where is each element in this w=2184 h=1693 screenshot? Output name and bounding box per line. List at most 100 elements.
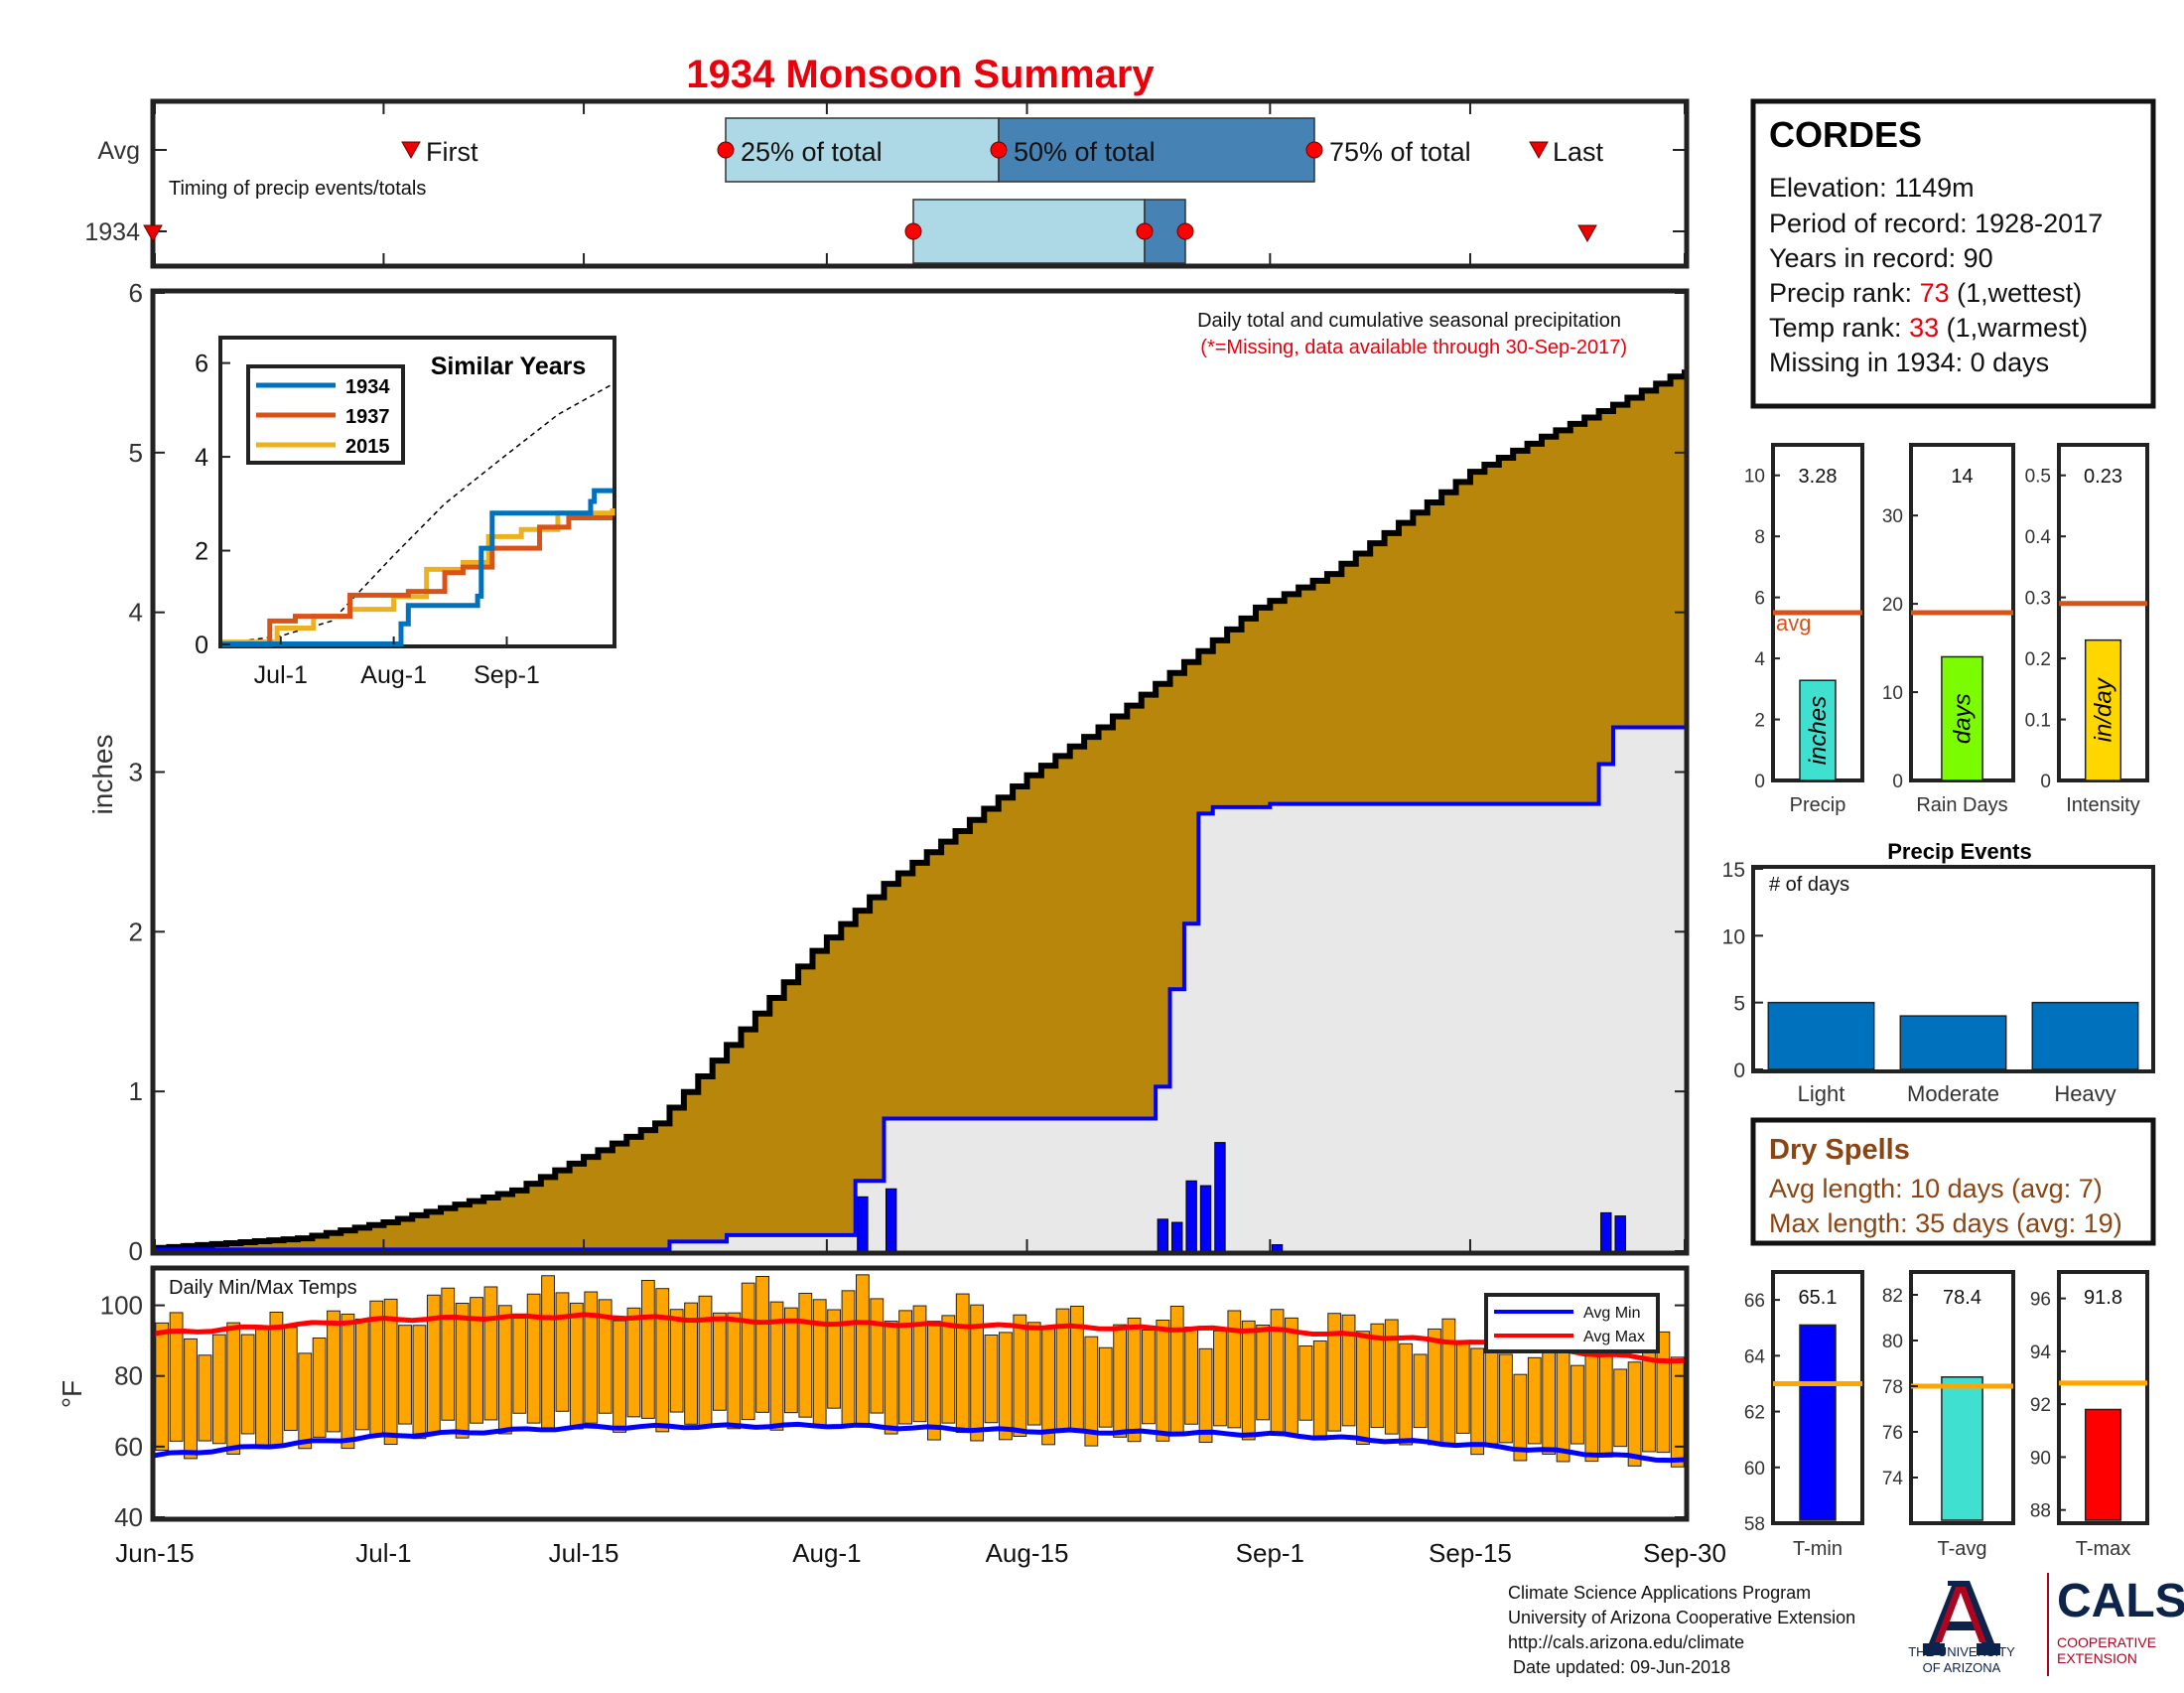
- daily-temp-bar: [755, 1275, 769, 1413]
- daily-precip-bar: [885, 1188, 897, 1252]
- station-precip-rank: Precip rank: 73 (1,wettest): [1769, 278, 2082, 308]
- daily-temp-bar: [483, 1286, 498, 1421]
- avg-75-marker: [1305, 141, 1323, 159]
- summary-value-bar: [2084, 638, 2122, 781]
- footer-line-3: http://cals.arizona.edu/climate: [1508, 1632, 1744, 1652]
- cals-sub-2: EXTENSION: [2057, 1650, 2137, 1666]
- daily-temp-bar: [812, 1299, 827, 1429]
- summary-ytick-label: 0: [2040, 772, 2051, 792]
- precip-events-title: Precip Events: [1887, 839, 2032, 864]
- daily-temp-bar: [1527, 1356, 1542, 1445]
- summary-ytick-label: 0: [1754, 772, 1765, 792]
- date-xtick-label: Jun-15: [115, 1538, 195, 1568]
- summary-ytick-label: 10: [1882, 683, 1903, 704]
- temp-summary-ytick-label: 94: [2030, 1342, 2052, 1363]
- precip-events-frame: [1751, 865, 2155, 1073]
- main-ylabel: inches: [87, 735, 118, 815]
- avg-last-label: Last: [1553, 137, 1604, 167]
- block-a-icon: [1923, 1581, 2000, 1655]
- summary-ytick-label: 0: [1892, 772, 1903, 792]
- avg-min-line: [154, 1421, 1686, 1464]
- daily-precip-bar: [1185, 1180, 1197, 1252]
- main-ytick-label: 6: [129, 278, 143, 308]
- daily-temp-bar: [169, 1312, 184, 1442]
- daily-temp-bar: [827, 1309, 841, 1409]
- legend-label-2015: 2015: [345, 436, 390, 458]
- summary-ytick-label: 0.4: [2025, 527, 2052, 548]
- daily-temp-bar: [1542, 1335, 1557, 1455]
- summary-ytick-label: 2: [1754, 711, 1765, 732]
- daily-temp-bar: [783, 1307, 798, 1414]
- daily-temp-bar: [1298, 1345, 1313, 1421]
- daily-temp-bar: [898, 1310, 912, 1425]
- summary-xlabel: Precip: [1790, 794, 1846, 816]
- temp-summary-ytick-label: 80: [1882, 1332, 1903, 1352]
- temp-summary-ytick-label: 90: [2030, 1448, 2051, 1469]
- temp-summary-t-avg: 78.4 T-avg 74 76 78 80 82: [1882, 1270, 2015, 1560]
- summary-ytick-label: 0.3: [2025, 589, 2051, 610]
- daily-temp-bar: [1399, 1342, 1414, 1446]
- daily-temp-bar: [613, 1320, 626, 1433]
- precip-events-ytick-label: 15: [1722, 859, 1745, 882]
- daily-temp-bar: [1484, 1339, 1499, 1445]
- daily-temp-bar: [497, 1305, 512, 1435]
- summary-ytick-label: 4: [1754, 649, 1765, 670]
- footer: Climate Science Applications Program Uni…: [1508, 1583, 1855, 1677]
- daily-temp-bar: [298, 1352, 313, 1450]
- daily-temp-bar: [1455, 1340, 1470, 1434]
- temp-summary-xlabel: T-max: [2076, 1538, 2131, 1560]
- daily-temp-bar: [1184, 1327, 1199, 1425]
- year-cumulative-fill: [155, 727, 1685, 1251]
- ua-line-1: THE UNIVERSITY: [1908, 1644, 2015, 1659]
- daily-temp-bar: [1513, 1373, 1528, 1462]
- summary-unit-label: in/day: [2091, 676, 2117, 742]
- daily-temp-bar: [1584, 1354, 1599, 1463]
- daily-precip-bar: [1600, 1211, 1612, 1252]
- temp-summary-ytick-label: 88: [2030, 1501, 2051, 1522]
- daily-temp-bar: [1670, 1356, 1685, 1468]
- main-ytick-label: 5: [129, 438, 143, 468]
- date-xtick-label: Jul-15: [549, 1538, 619, 1568]
- daily-temp-bar: [211, 1334, 226, 1445]
- year-25-marker: [904, 222, 922, 240]
- temp-summary-ytick-label: 62: [1744, 1403, 1765, 1424]
- daily-temp-bar: [970, 1304, 985, 1442]
- precip-events-ylabel: # of days: [1769, 874, 1849, 896]
- daily-precip-bar: [1199, 1185, 1212, 1252]
- temps-ytick-label: 40: [114, 1502, 143, 1532]
- temp-summary-ytick-label: 92: [2030, 1395, 2051, 1416]
- precip-event-bar: [1767, 1001, 1875, 1070]
- main-ytick-label: 1: [129, 1076, 143, 1106]
- legend-label-1934: 1934: [345, 376, 390, 398]
- temp-summary-value-bar: [2084, 1408, 2122, 1521]
- similar-years-1937-line: [222, 514, 613, 647]
- daily-temp-bar: [1370, 1323, 1385, 1429]
- daily-temp-bar: [198, 1354, 212, 1442]
- temps-ytick-label: 80: [114, 1361, 143, 1391]
- temp-summary-ytick-label: 78: [1882, 1377, 1903, 1398]
- daily-temp-bar: [555, 1292, 570, 1412]
- daily-temp-bar: [526, 1293, 541, 1424]
- precip-event-bars: Light Moderate Heavy: [1767, 1001, 2139, 1106]
- daily-temp-bar: [1470, 1347, 1485, 1456]
- precip-event-bar: [1899, 1015, 2007, 1070]
- daily-temp-bar: [455, 1303, 470, 1439]
- daily-temp-bar: [1556, 1347, 1570, 1463]
- temp-summary-value-label: 78.4: [1943, 1287, 1981, 1309]
- avg-max-line: [154, 1312, 1686, 1364]
- daily-temp-bar: [870, 1298, 885, 1414]
- temp-summary-value-label: 91.8: [2084, 1287, 2122, 1309]
- avg-75-label: 75% of total: [1329, 137, 1471, 167]
- page-title: 1934 Monsoon Summary: [686, 53, 1155, 96]
- summary-value-label: 0.23: [2084, 466, 2122, 488]
- summary-value-bar: [1941, 655, 1983, 781]
- summary-unit-label: inches: [1805, 696, 1832, 765]
- daily-temp-bar: [712, 1312, 727, 1411]
- daily-temp-bar: [312, 1338, 327, 1438]
- inset-xtick-label: Jul-1: [254, 661, 308, 689]
- avg-25-label: 25% of total: [741, 137, 883, 167]
- date-xtick-label: Sep-1: [1236, 1538, 1304, 1568]
- main-note-1: Daily total and cumulative seasonal prec…: [1197, 310, 1621, 332]
- daily-temp-bar: [240, 1334, 255, 1435]
- similar-years-avg-line: [221, 383, 614, 644]
